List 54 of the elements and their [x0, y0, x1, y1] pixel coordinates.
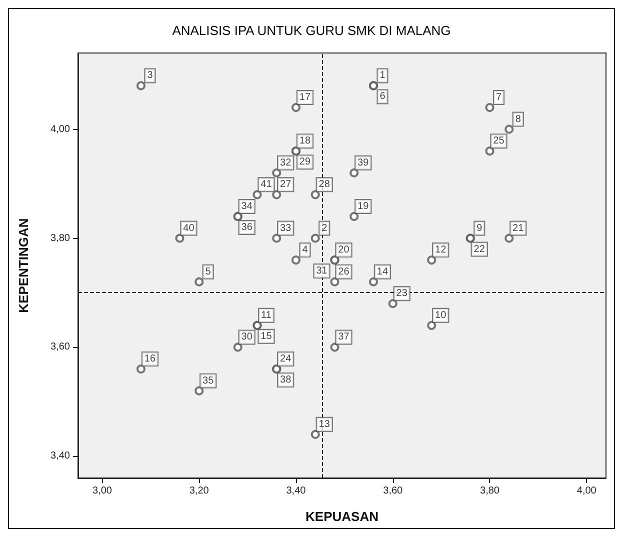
annotation: 29	[299, 156, 311, 168]
annotation: 8	[515, 114, 522, 125]
annotation: 1	[380, 70, 386, 82]
x-axis-title: KEPUASAN	[306, 509, 378, 524]
y-tick-label: 4,00	[50, 124, 70, 135]
annotation: 13	[318, 418, 330, 430]
annotation: 11	[261, 310, 272, 321]
annotation: 19	[358, 200, 370, 212]
y-tick-label: 3,60	[50, 342, 70, 353]
annotation: 33	[280, 222, 292, 234]
annotation: 23	[396, 288, 408, 300]
x-tick-label: 3,00	[92, 486, 112, 496]
annotation: 14	[376, 266, 388, 278]
x-tick-label: 3,40	[286, 486, 306, 496]
annotation: 12	[435, 244, 447, 256]
annotation: 26	[338, 266, 350, 278]
annotation: 40	[183, 222, 195, 234]
x-tick-label: 3,80	[480, 486, 500, 496]
annotation: 31	[316, 266, 328, 277]
annotation: 39	[358, 157, 370, 168]
annotation: 22	[474, 244, 486, 255]
x-tick-label: 4,00	[576, 486, 597, 496]
annotation: 7	[496, 92, 502, 103]
annotation: 37	[338, 332, 350, 343]
annotation: 15	[260, 330, 272, 342]
annotation: 36	[241, 222, 253, 233]
annotation: 30	[241, 332, 253, 343]
annotation: 6	[380, 91, 386, 102]
annotation: 41	[260, 179, 272, 190]
x-tick-label: 3,60	[383, 486, 404, 496]
annotation: 3	[147, 70, 154, 82]
annotation: 38	[280, 374, 292, 386]
annotation: 28	[318, 179, 330, 190]
annotation: 16	[144, 354, 156, 365]
annotation: 10	[435, 310, 447, 321]
annotation: 18	[299, 136, 311, 147]
annotation: 35	[202, 375, 214, 386]
annotation: 4	[302, 244, 308, 256]
y-tick-label: 3,40	[50, 450, 70, 462]
annotation: 9	[476, 222, 483, 234]
x-tick-label: 3,20	[189, 486, 210, 496]
annotation: 25	[493, 136, 505, 147]
chart-title: ANALISIS IPA UNTUK GURU SMK DI MALANG	[172, 23, 451, 38]
y-tick-label: 3,80	[50, 232, 70, 244]
annotation: 32	[280, 157, 292, 168]
annotation: 5	[205, 266, 212, 278]
annotation: 34	[241, 200, 253, 212]
annotation: 2	[322, 222, 328, 234]
annotation: 20	[338, 244, 350, 256]
annotation: 27	[280, 179, 292, 190]
annotation: 17	[299, 92, 311, 103]
annotation: 24	[280, 354, 292, 365]
annotation: 21	[512, 222, 524, 234]
y-axis-title: KEPENTINGAN	[16, 218, 31, 313]
